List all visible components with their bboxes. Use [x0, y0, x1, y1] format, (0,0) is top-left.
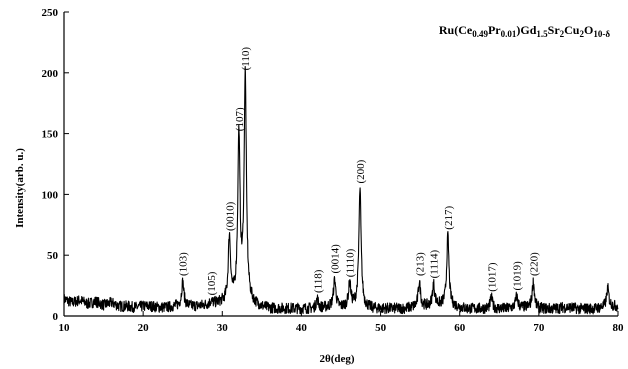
y-tick-label: 0	[53, 311, 59, 323]
peak-labels: (103)(105)(0010)(107)(110)(118)(0014) (11…	[178, 47, 541, 296]
peak-label: (217)	[443, 206, 455, 230]
peak-label: (0014)	[330, 244, 342, 274]
x-tick-label: 40	[296, 322, 308, 334]
x-axis-label: 2θ(deg)	[319, 353, 354, 365]
x-tick-label: 10	[59, 322, 71, 334]
x-tick-label: 60	[454, 322, 466, 334]
peak-label: (1114)	[429, 250, 441, 279]
compound-formula: Ru(Ce0.49Pr0.01)Gd1.5Sr2Cu2O10-δ	[439, 23, 610, 39]
peak-label: (200)	[355, 159, 367, 183]
y-tick-label: 100	[42, 189, 59, 201]
x-tick-label: 30	[217, 322, 229, 334]
peak-label: (107)	[234, 107, 246, 131]
x-tick-label: 70	[533, 322, 545, 334]
x-tick-label: 20	[138, 322, 150, 334]
peak-label: (118)	[312, 269, 324, 293]
peak-label: (213)	[414, 252, 426, 276]
peak-label: (220)	[528, 252, 540, 276]
x-tick-label: 50	[375, 322, 387, 334]
y-tick-label: 200	[42, 68, 59, 80]
y-tick-label: 250	[42, 7, 59, 19]
peak-label: (105)	[206, 271, 218, 295]
x-tick-label: 80	[613, 322, 625, 334]
axes: 10 20 30 40 50 60 70 80 0 50 100 150 200 250	[42, 7, 625, 334]
peak-label: (1017)	[486, 262, 498, 292]
peak-label: (1019)	[512, 261, 524, 291]
data-series-line	[63, 65, 619, 315]
y-axis-label: Intensity(arb. u.)	[14, 148, 26, 228]
y-tick-label: 50	[47, 250, 59, 262]
peak-label: (1110)	[345, 248, 357, 277]
peak-label: (103)	[178, 252, 190, 276]
y-tick-label: 150	[42, 129, 59, 141]
peak-label: (0010)	[224, 201, 236, 231]
peak-label: (110)	[240, 47, 252, 71]
diffraction-pattern	[63, 65, 619, 315]
